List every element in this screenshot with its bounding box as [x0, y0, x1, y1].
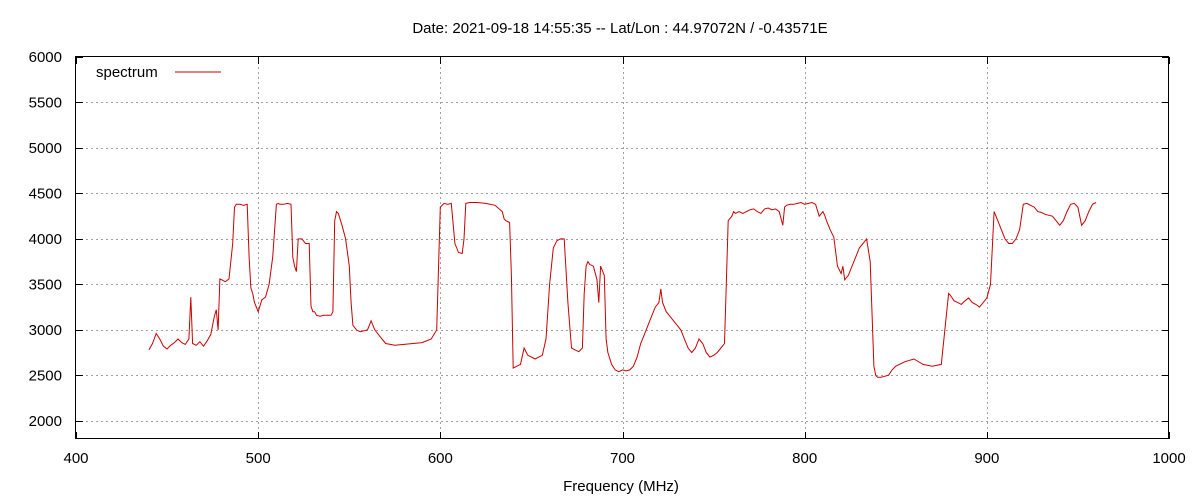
- x-tick-label-900: 900: [974, 450, 999, 467]
- y-tick-label-6000: 6000: [29, 49, 62, 66]
- chart-title: Date: 2021-09-18 14:55:35 -- Lat/Lon : 4…: [412, 20, 827, 37]
- series-spectrum-line: [148, 201, 1097, 378]
- x-axis-label: Frequency (MHz): [563, 478, 679, 495]
- x-tick-label-700: 700: [610, 450, 635, 467]
- y-tick-label-5500: 5500: [29, 94, 62, 111]
- tick-labels: 400 500 600 700 800 900 1000 2000 2500 3000 3500 40…: [29, 49, 1186, 467]
- y-tick-label-2500: 2500: [29, 367, 62, 384]
- y-tick-label-5000: 5000: [29, 140, 62, 157]
- grid-lines: [76, 57, 1169, 439]
- y-tick-label-3500: 3500: [29, 276, 62, 293]
- y-tick-label-4000: 4000: [29, 231, 62, 248]
- x-tick-label-500: 500: [246, 450, 271, 467]
- y-tick-label-4500: 4500: [29, 185, 62, 202]
- x-tick-label-400: 400: [63, 450, 88, 467]
- y-tick-label-3000: 3000: [29, 322, 62, 339]
- x-tick-label-800: 800: [792, 450, 817, 467]
- legend: spectrum: [96, 64, 221, 81]
- plot-frame: [75, 56, 1169, 439]
- x-tick-label-600: 600: [428, 450, 453, 467]
- y-tick-label-2000: 2000: [29, 413, 62, 430]
- legend-label-spectrum: spectrum: [96, 64, 158, 81]
- x-tick-label-1000: 1000: [1152, 450, 1185, 467]
- axis-ticks: [76, 57, 1170, 439]
